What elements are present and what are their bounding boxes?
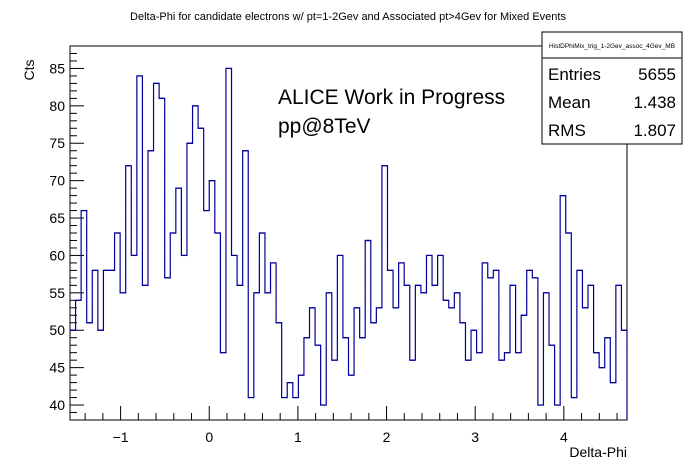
x-tick-label: 4: [560, 429, 568, 445]
x-tick-label: 1: [294, 429, 302, 445]
x-tick-label: 3: [471, 429, 479, 445]
stats-mean-label: Mean: [548, 93, 591, 112]
x-tick-label: −1: [113, 429, 129, 445]
y-tick-label: 55: [49, 285, 65, 301]
stats-rms-value: 1.807: [633, 121, 676, 140]
y-tick-label: 75: [49, 135, 65, 151]
stats-entries-value: 5655: [638, 65, 676, 84]
stats-rms-label: RMS: [548, 121, 586, 140]
y-axis-ticks: 40 45 50 55 60 65 70 75 80 85: [49, 45, 84, 421]
y-tick-label: 60: [49, 247, 65, 263]
x-tick-label: 2: [383, 429, 391, 445]
x-axis-label: Delta-Phi: [569, 444, 627, 460]
y-tick-label: 65: [49, 210, 65, 226]
stats-histogram-name: HistDPhiMix_trig_1-2Gev_assoc_4Gev_MB: [549, 43, 675, 50]
stats-box: HistDPhiMix_trig_1-2Gev_assoc_4Gev_MB En…: [541, 31, 683, 145]
stats-entries-label: Entries: [548, 65, 601, 84]
y-tick-label: 80: [49, 98, 65, 114]
annotation-line-1: ALICE Work in Progress: [278, 86, 505, 109]
stats-mean-value: 1.438: [633, 93, 676, 112]
y-axis-label: Cts: [21, 60, 37, 81]
y-tick-label: 50: [49, 322, 65, 338]
x-axis-ticks: −1 0 1 2 3 4: [84, 406, 618, 445]
annotation-line-2: pp@8TeV: [278, 115, 371, 138]
histogram-line: [70, 67, 628, 420]
y-tick-label: 70: [49, 173, 65, 189]
y-tick-label: 45: [49, 360, 65, 376]
y-tick-label: 40: [49, 397, 65, 413]
y-tick-label: 85: [49, 60, 65, 76]
x-tick-label: 0: [205, 429, 213, 445]
chart-title: Delta-Phi for candidate electrons w/ pt=…: [130, 11, 566, 23]
